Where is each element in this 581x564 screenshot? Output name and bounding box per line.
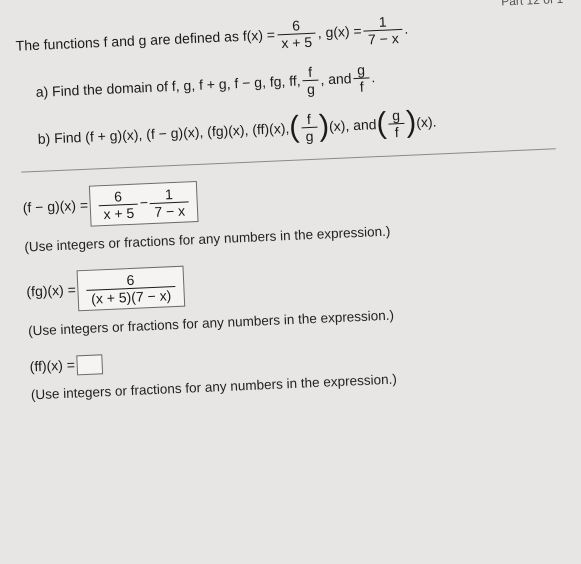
gof-num: g <box>353 62 370 80</box>
f-definition-fraction: 6 x + 5 <box>276 17 316 52</box>
part-b-label: b) Find (f + g)(x), (f − g)(x), (fg)(x),… <box>37 118 289 151</box>
part-b: b) Find (f + g)(x), (f − g)(x), (fg)(x),… <box>19 101 555 157</box>
f-over-g: f g <box>302 64 319 98</box>
fmg-t2-den: 7 − x <box>150 202 189 220</box>
intro-line: The functions f and g are defined as f(x… <box>15 6 551 62</box>
g-num: 1 <box>363 13 402 32</box>
ff-lhs: (ff)(x) = <box>29 354 75 378</box>
part-a-mid: , and <box>320 68 352 91</box>
fg-lhs: (fg)(x) = <box>26 280 76 304</box>
g-over-f-of-x: ( g f ) <box>376 107 417 142</box>
answer-box-fmg[interactable]: 6 x + 5 − 1 7 − x <box>89 181 198 227</box>
intro-lead: The functions f and g are defined as f(x… <box>15 24 275 57</box>
part-a: a) Find the domain of f, g, f + g, f − g… <box>17 54 553 110</box>
fmg-minus: − <box>139 196 148 212</box>
f-den: x + 5 <box>277 34 316 52</box>
gof-den: f <box>354 79 370 96</box>
fg-den: (x + 5)(7 − x) <box>87 287 176 307</box>
part-a-label: a) Find the domain of f, g, f + g, f − g… <box>35 70 301 103</box>
fmg-term1: 6 x + 5 <box>98 187 138 222</box>
question-body: The functions f and g are defined as f(x… <box>15 6 566 406</box>
fogx-num: f <box>301 111 318 129</box>
fmg-lhs: (f − g)(x) = <box>22 195 88 220</box>
gofx-den: f <box>389 124 405 141</box>
fog-den: g <box>303 81 319 98</box>
page-indicator: Part 12 of 1 <box>495 0 570 13</box>
gofx-num: g <box>388 107 405 125</box>
intro-sep: , g(x) = <box>317 20 362 44</box>
part-a-tail: . <box>371 67 376 89</box>
fog-frac: f g <box>301 111 318 145</box>
fmg-t1-den: x + 5 <box>99 204 138 222</box>
gof-frac: g f <box>388 107 405 141</box>
fogx-den: g <box>301 128 317 145</box>
part-b-mid: (x), and <box>329 114 377 138</box>
part-b-tail: (x). <box>416 112 437 135</box>
g-definition-fraction: 1 7 − x <box>363 13 403 48</box>
fmg-term2: 1 7 − x <box>149 185 189 220</box>
f-over-g-of-x: ( f g ) <box>289 111 330 146</box>
fg-frac: 6 (x + 5)(7 − x) <box>86 270 176 307</box>
g-den: 7 − x <box>364 30 403 48</box>
answer-box-ff[interactable] <box>76 354 103 375</box>
f-num: 6 <box>276 17 315 36</box>
g-over-f: g f <box>353 62 370 96</box>
intro-tail: . <box>404 18 409 40</box>
fmg-t1-num: 6 <box>98 187 137 206</box>
answer-box-fg[interactable]: 6 (x + 5)(7 − x) <box>77 265 185 311</box>
fmg-t2-num: 1 <box>149 185 188 204</box>
fog-num: f <box>302 64 319 82</box>
